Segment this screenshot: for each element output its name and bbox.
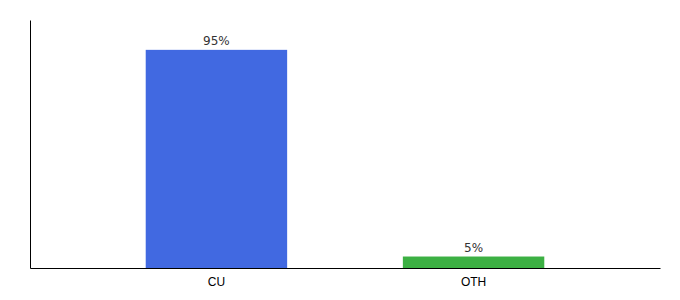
plot-area: 95% 5% CU OTH: [31, 21, 661, 289]
chart: 95% 5% CU OTH: [0, 0, 680, 300]
tick: OTH: [461, 275, 486, 289]
tick: CU: [208, 275, 225, 289]
tick-label: OTH: [461, 275, 486, 289]
bar: [146, 50, 287, 268]
axis-line: [31, 268, 661, 269]
tick-label: CU: [208, 275, 225, 289]
bar: [403, 257, 544, 268]
y-axis: [30, 21, 31, 269]
data-label: 95%: [203, 34, 230, 48]
bars: [146, 50, 545, 268]
data-labels: 95% 5%: [203, 34, 483, 255]
data-label: 5%: [464, 241, 483, 255]
x-axis: CU OTH: [31, 269, 661, 289]
axis-line: [30, 21, 31, 269]
